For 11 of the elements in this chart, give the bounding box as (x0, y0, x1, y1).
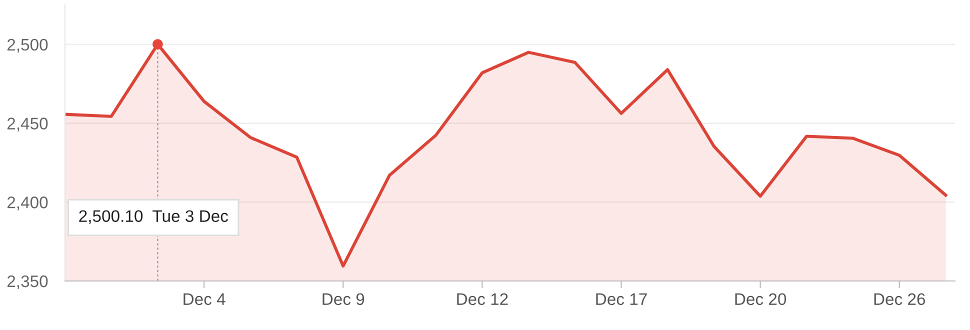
y-tick-label: 2,450 (7, 118, 48, 132)
y-tick-label: 2,400 (7, 196, 48, 210)
x-tick-label: Dec 12 (457, 293, 508, 306)
x-tick-label: Dec 17 (596, 293, 647, 306)
y-tick-label: 2,350 (7, 275, 48, 290)
annotation: 2,500.10 Tue 3 Dec (79, 210, 228, 224)
y-tick-label: 2,500 (7, 38, 48, 53)
x-tick-label: Dec 4 (184, 293, 226, 306)
x-tick-label: Dec 26 (874, 293, 926, 306)
x-tick-label: Dec 9 (322, 293, 364, 306)
x-tick-label: Dec 20 (735, 293, 786, 306)
